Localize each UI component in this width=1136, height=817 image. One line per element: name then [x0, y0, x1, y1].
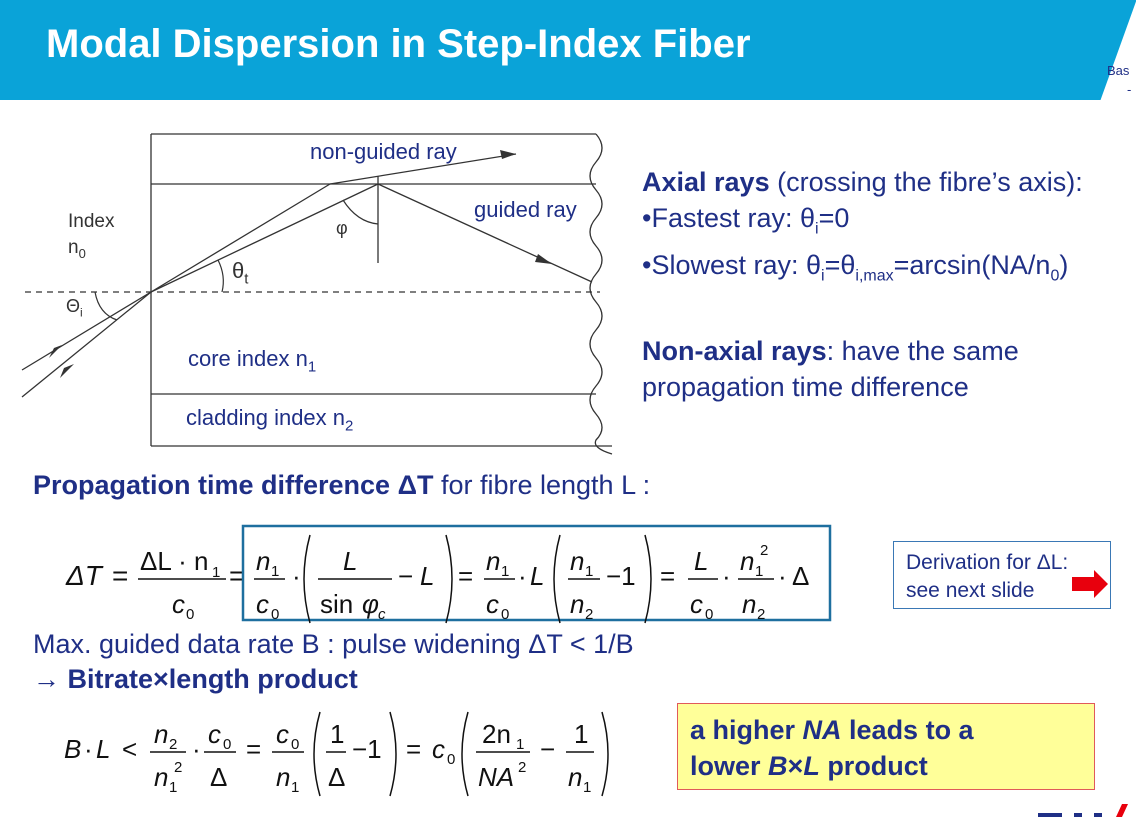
svg-text:1: 1: [585, 563, 593, 580]
svg-text:2: 2: [757, 606, 765, 623]
svg-text:=: =: [406, 734, 421, 764]
svg-text:1: 1: [574, 719, 588, 749]
svg-text:L: L: [530, 561, 544, 591]
svg-text:1: 1: [501, 563, 509, 580]
svg-text:c: c: [208, 719, 221, 749]
svg-text:2n: 2n: [482, 719, 511, 749]
banner-shape: [0, 0, 1136, 100]
svg-text:2: 2: [174, 759, 182, 776]
svg-text:c: c: [172, 589, 185, 619]
svg-text:φ: φ: [362, 589, 379, 619]
theta-t-label: θt: [232, 258, 249, 288]
svg-text:=: =: [660, 561, 675, 591]
svg-text:2: 2: [585, 606, 593, 623]
svg-text:n: n: [740, 546, 754, 576]
svg-text:Δ: Δ: [792, 561, 809, 591]
svg-text:Δ: Δ: [328, 762, 345, 792]
derivation-note: Derivation for ΔL: see next slide: [893, 541, 1111, 609]
equation-delta-t: ΔT = ΔL · n 1 c 0 = n 1 c 0 · L sin φ c …: [65, 524, 832, 624]
svg-text:n: n: [568, 762, 582, 792]
svg-text:ΔL · n: ΔL · n: [140, 546, 208, 576]
svg-text:=: =: [112, 560, 128, 591]
svg-text:0: 0: [501, 606, 509, 623]
svg-text:=: =: [246, 734, 261, 764]
svg-text:2: 2: [169, 736, 177, 753]
right-arrow-icon[interactable]: [1070, 568, 1110, 600]
non-guided-ray-label: non-guided ray: [310, 139, 457, 164]
svg-text:0: 0: [271, 606, 279, 623]
svg-text:NA: NA: [478, 762, 514, 792]
svg-text:n: n: [154, 719, 168, 749]
svg-text:n: n: [742, 589, 756, 619]
svg-text:c: c: [256, 589, 269, 619]
svg-text:2: 2: [518, 759, 526, 776]
svg-text:<: <: [122, 734, 137, 764]
svg-text:·: ·: [722, 561, 731, 591]
fiber-diagram: [21, 133, 613, 455]
svg-text:−: −: [540, 734, 555, 764]
max-data-rate-text: Max. guided data rate B : pulse widening…: [33, 629, 634, 659]
svg-text:−: −: [398, 561, 413, 591]
svg-text:1: 1: [212, 564, 220, 581]
propagation-heading: Propagation time difference ΔT for fibre…: [33, 470, 651, 500]
corner-dash: -: [1127, 82, 1132, 97]
page-title: Modal Dispersion in Step-Index Fiber: [46, 22, 751, 66]
svg-text:B: B: [64, 734, 81, 764]
cladding-index-label: cladding index n2: [186, 405, 354, 435]
svg-text:n: n: [256, 546, 270, 576]
svg-text:L: L: [96, 734, 110, 764]
svg-text:1: 1: [330, 719, 344, 749]
svg-text:n: n: [276, 762, 290, 792]
svg-text:c: c: [432, 734, 445, 764]
na-highlight-box: a higher NA leads to a lower B×L product: [677, 703, 1095, 790]
phi-label: φ: [336, 218, 348, 238]
svg-text:2: 2: [760, 542, 768, 559]
eq1-lhs: ΔT: [65, 560, 104, 591]
theta-i-label: Θi: [66, 296, 83, 320]
logo-fragment: [1038, 804, 1128, 817]
svg-text:−1: −1: [352, 734, 382, 764]
index-label: Index: [68, 211, 115, 232]
svg-text:L: L: [343, 546, 357, 576]
svg-text:1: 1: [516, 736, 524, 753]
svg-text:1: 1: [271, 563, 279, 580]
svg-text:n: n: [486, 546, 500, 576]
corner-text: Bas: [1107, 63, 1130, 78]
svg-text:=: =: [458, 561, 473, 591]
svg-text:n: n: [570, 546, 584, 576]
svg-text:c: c: [378, 606, 386, 623]
guided-ray-label: guided ray: [474, 197, 577, 222]
svg-text:·: ·: [192, 734, 201, 764]
core-index-label: core index n1: [188, 346, 317, 376]
svg-text:L: L: [694, 546, 708, 576]
svg-text:=: =: [229, 560, 245, 591]
svg-text:Δ: Δ: [210, 762, 227, 792]
svg-text:−1: −1: [606, 561, 636, 591]
svg-text:·: ·: [292, 561, 301, 591]
svg-text:·: ·: [84, 734, 93, 764]
svg-text:sin: sin: [320, 589, 353, 619]
svg-text:n: n: [570, 589, 584, 619]
svg-text:c: c: [690, 589, 703, 619]
svg-text:·: ·: [778, 561, 787, 591]
svg-text:1: 1: [291, 779, 299, 796]
svg-text:0: 0: [291, 736, 299, 753]
equation-bitrate: B · L < n 2 n 1 2 · c 0 Δ = c 0 n 1 1 Δ …: [64, 711, 609, 797]
svg-text:L: L: [420, 561, 434, 591]
svg-text:n: n: [154, 762, 168, 792]
svg-text:0: 0: [705, 606, 713, 623]
svg-text:1: 1: [583, 779, 591, 796]
svg-text:·: ·: [518, 561, 527, 591]
n0-label: n0: [68, 237, 86, 261]
svg-text:c: c: [486, 589, 499, 619]
title-banner: Modal Dispersion in Step-Index Fiber Bas…: [0, 0, 1136, 100]
svg-text:0: 0: [447, 751, 455, 768]
axial-rays-text: Axial rays (crossing the fibre’s axis): …: [642, 167, 1083, 402]
svg-text:0: 0: [186, 606, 194, 623]
svg-text:c: c: [276, 719, 289, 749]
svg-text:1: 1: [169, 779, 177, 796]
svg-text:1: 1: [755, 563, 763, 580]
svg-text:0: 0: [223, 736, 231, 753]
bitrate-length-heading: → Bitrate×length product: [33, 664, 358, 694]
